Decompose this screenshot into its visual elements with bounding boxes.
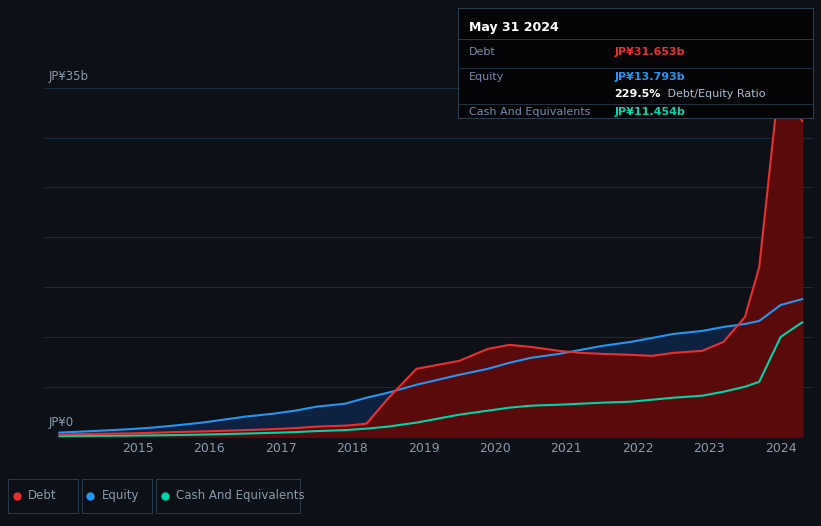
Text: Equity: Equity [102,489,139,502]
Text: JP¥35b: JP¥35b [48,70,89,83]
Text: JP¥11.454b: JP¥11.454b [614,107,685,117]
Text: Equity: Equity [469,73,504,83]
Text: JP¥31.653b: JP¥31.653b [614,47,685,57]
Text: Debt: Debt [469,47,496,57]
Text: Debt: Debt [28,489,57,502]
Text: Debt/Equity Ratio: Debt/Equity Ratio [664,89,765,99]
Text: Cash And Equivalents: Cash And Equivalents [177,489,305,502]
Text: JP¥0: JP¥0 [48,416,74,429]
Text: May 31 2024: May 31 2024 [469,21,558,34]
Text: Cash And Equivalents: Cash And Equivalents [469,107,590,117]
Text: JP¥13.793b: JP¥13.793b [614,73,685,83]
Text: 229.5%: 229.5% [614,89,661,99]
